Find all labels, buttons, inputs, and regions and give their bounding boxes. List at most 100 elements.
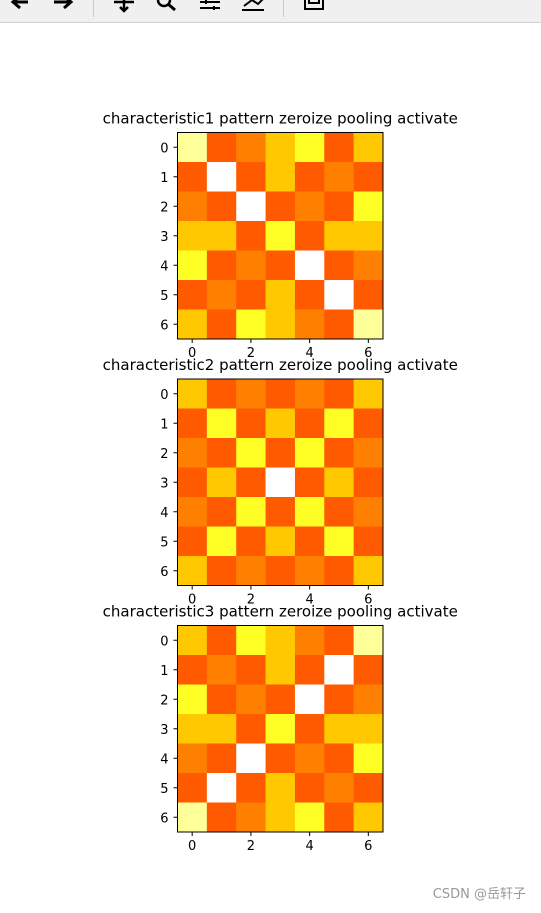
heatmap-cell [236,162,266,192]
heatmap-cell [177,162,208,192]
heatmap-cell [353,773,384,803]
y-tick-label: 5 [160,535,168,550]
toolbar [0,0,541,23]
heatmap-cell [294,379,325,409]
heatmap-cell [265,714,296,744]
heatmap-cell [353,743,384,774]
heatmap-axes: characteristic1 pattern zeroize pooling … [103,110,458,362]
y-tick-label: 0 [160,388,168,403]
x-tick-label: 2 [247,593,255,608]
heatmap-cell [324,655,354,685]
heatmap-cell [206,684,237,715]
heatmap-axes: characteristic3 pattern zeroize pooling … [103,603,458,855]
heatmap-cell [177,467,208,498]
heatmap-cell [177,438,208,468]
heatmap-cell [206,625,237,656]
heatmap-cell [177,802,208,833]
watermark: CSDN @岳轩子 [433,887,526,902]
toolbar-background [0,0,541,22]
heatmap-cell [177,221,208,251]
heatmap-cell [324,467,354,498]
x-tick-label: 6 [364,839,372,854]
heatmap-cell [294,467,325,498]
heatmap-cell [236,408,266,439]
pan-button[interactable] [114,0,134,13]
heatmap-cell [236,379,266,409]
heatmap-cell [294,655,325,685]
heatmap-cell [265,497,296,527]
heatmap-cell [177,625,208,656]
heatmap-cell [353,714,384,744]
heatmap-cell [206,497,237,527]
heatmap-cell [353,309,384,340]
heatmap-cell [177,280,208,310]
heatmap-cell [206,309,237,340]
forward-button[interactable] [54,0,74,10]
y-tick-label: 3 [160,476,168,491]
heatmap-cell [236,526,266,557]
heatmap-cell [177,655,208,685]
heatmap-cell [265,743,296,774]
heatmap-cell [353,379,384,409]
heatmap-cell [206,802,237,833]
heatmap-cell [206,191,237,222]
heatmap-cell [265,379,296,409]
y-tick-label: 2 [160,693,168,708]
heatmap-cell [324,802,354,833]
edit-button[interactable] [242,0,264,11]
heatmap-cell [236,625,266,656]
heatmap-cell [206,408,237,439]
zoom-button[interactable] [156,0,176,12]
heatmap-cell [353,191,384,222]
heatmap-cell [324,191,354,222]
heatmap-cell [294,408,325,439]
heatmap-cell [353,802,384,833]
heatmap-cell [265,526,296,557]
x-tick-label: 0 [188,346,196,361]
heatmap-cell [206,280,237,310]
heatmap-cell [206,743,237,774]
x-tick-label: 0 [188,593,196,608]
heatmap-cell [206,556,237,586]
x-tick-label: 4 [305,839,313,854]
heatmap-cell [177,773,208,803]
y-tick-label: 6 [160,318,168,333]
heatmap-cell [353,625,384,656]
heatmap-cell [294,191,325,222]
heatmap-cell [294,714,325,744]
heatmap-cell [236,497,266,527]
chart-title: characteristic1 pattern zeroize pooling … [103,110,458,128]
heatmap-cell [206,379,237,409]
configure-button[interactable] [200,0,220,10]
heatmap-cell [265,802,296,833]
heatmap-cell [177,309,208,340]
heatmap-cell [294,743,325,774]
heatmap-cell [353,497,384,527]
heatmap-cell [294,132,325,163]
heatmap-cell [294,438,325,468]
heatmap-cell [265,684,296,715]
heatmap-cell [294,221,325,251]
heatmap-cell [294,309,325,340]
y-tick-label: 0 [160,634,168,649]
heatmap-cell [236,556,266,586]
heatmap-cell [294,162,325,192]
back-button[interactable] [10,0,28,10]
heatmap-cell [265,773,296,803]
heatmap-cell [236,714,266,744]
heatmap-axes: characteristic2 pattern zeroize pooling … [103,356,458,608]
heatmap-cell [294,556,325,586]
heatmap-cell [236,250,266,281]
heatmap-cell [324,250,354,281]
heatmap-cell [206,526,237,557]
save-button[interactable] [304,0,324,10]
heatmap-cell [236,655,266,685]
chart-title: characteristic3 pattern zeroize pooling … [103,603,458,621]
heatmap-cell [265,132,296,163]
heatmap-cell [324,526,354,557]
heatmap-cell [353,684,384,715]
heatmap-cell [265,408,296,439]
heatmap-cell [324,773,354,803]
